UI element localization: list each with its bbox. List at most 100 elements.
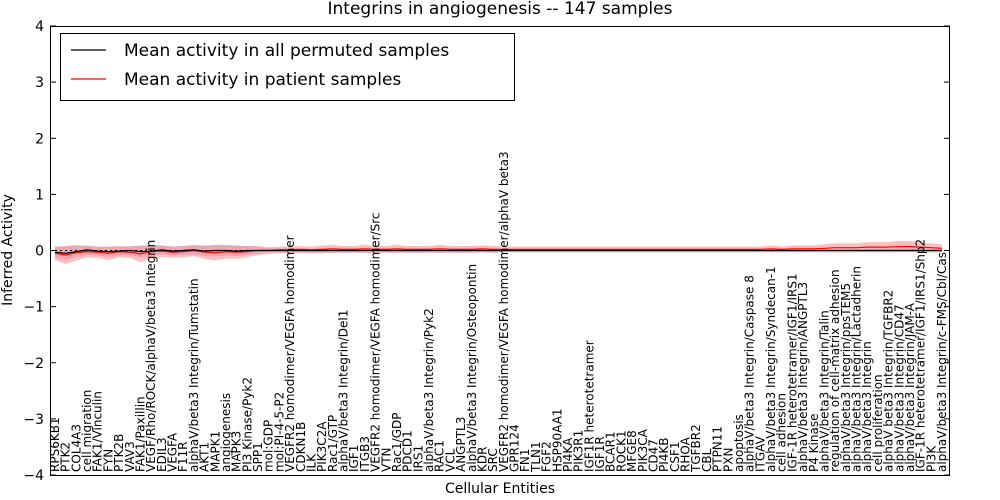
entity-label: alphaV/beta3 Integrin/Lactadherin (850, 266, 864, 472)
plot-area (50, 241, 950, 264)
y-tick-label: −2 (23, 356, 44, 372)
entity-label: IRS1 (411, 445, 425, 472)
patient-mean-line (54, 246, 943, 256)
entity-label: COL4A3 (69, 424, 83, 472)
entity-label: alphaV/beta3 Integrin/Tumstatin (187, 278, 201, 472)
entity-label: FGF2 (540, 441, 554, 472)
entity-label: SRC (486, 448, 500, 472)
legend-box (60, 33, 515, 101)
entity-label: FAK1/Vinculin (91, 391, 105, 472)
entity-label: RPS6KB1 (48, 417, 62, 472)
entity-label: alphaV/beta3 Integrin/ANGPTL3 (796, 282, 810, 472)
entity-label: PTK2B (112, 434, 126, 472)
entity-label: CSF1 (668, 441, 682, 472)
y-tick-label: 0 (35, 244, 44, 260)
chart-title: Integrins in angiogenesis -- 147 samples (328, 0, 673, 19)
entity-label: ITGAV (753, 435, 767, 472)
entity-label: FYN (101, 449, 115, 472)
entity-label: F11R (176, 441, 190, 472)
y-axis: 4 3 2 1 0 −1 −2 −3 −4 (23, 19, 950, 484)
entity-label: VEGFR2 homodimer/VEGFA homodimer/alphaV … (497, 151, 511, 472)
legend-label-patient: Mean activity in patient samples (124, 70, 401, 90)
entity-label: MFGE8 (625, 430, 639, 472)
entity-label: alphaV/beta3 Integrin/ppsTEM5 (839, 283, 853, 472)
entity-label: CDKN1B (294, 422, 308, 472)
entity-label: alphaV/beta3 Integrin/Del1 (337, 310, 351, 472)
entity-label: HSP90AA1 (550, 408, 564, 472)
entity-label: mol:PI-4-5-P2 (272, 392, 286, 472)
entity-label: PIK3R1 (572, 430, 586, 472)
entity-label: EDIL3 (155, 437, 169, 472)
entity-label: PI3 Kinase/Pyk2 (240, 377, 254, 472)
entity-label: SPP1 (251, 442, 265, 472)
entity-label: MAPK3 (230, 431, 244, 472)
entity-label: TLN1 (529, 441, 543, 473)
entity-label: KDR (476, 447, 490, 472)
entity-label: cell proliferation (871, 374, 885, 472)
entity-label: IGF1 (347, 445, 361, 472)
entity-label: IGF-1R heterotetramer/IGF1/IRS1/Shp2 (914, 239, 928, 472)
entity-label: MAPK1 (208, 431, 222, 472)
entity-label: CBL (700, 448, 714, 472)
entity-label: Rac1/GDP (390, 413, 404, 472)
y-tick-label: −3 (23, 412, 44, 428)
y-axis-label: Inferred Activity (0, 194, 16, 306)
entity-label: VAV3 (123, 441, 137, 472)
legend: Mean activity in all permuted samples Me… (60, 33, 515, 101)
entity-label: alphaV/beta3 Integrin/c-FMS/Cbl/Cas (935, 252, 949, 472)
entity-label: PI3K (924, 445, 938, 472)
entity-label: CD47 (647, 439, 661, 472)
entity-label: apoptosis (732, 414, 746, 472)
entity-label: BCAR1 (604, 431, 618, 472)
entity-label: IGF1R (593, 436, 607, 472)
entity-label: ANGPTL3 (454, 417, 468, 472)
entity-label: alphaV/beta3 Integrin/Talin (817, 310, 831, 472)
entity-label: FN1 (518, 448, 532, 472)
entity-label: alphaV/beta3 Integrin/Syndecan-1 (764, 266, 778, 472)
entity-label: ILK (305, 453, 319, 472)
y-tick-label: 4 (35, 19, 44, 35)
patient-spread-band (55, 241, 942, 264)
permuted-spread-band (55, 244, 942, 260)
entity-label: alphaV beta3 Integrin/TGFBR2 (882, 290, 896, 472)
entity-label: PTK2 (59, 442, 73, 472)
entity-label: FAK1/Paxillin (134, 396, 148, 472)
entity-label: alphaV/beta3 Integrin/JAM-A (903, 302, 917, 472)
entity-label: GPR124 (508, 424, 522, 472)
y-tick-label: 2 (35, 131, 44, 147)
entity-label: ROCK1 (614, 430, 628, 472)
y-tick-label: 1 (35, 187, 44, 203)
entity-label: PI4KA (561, 437, 575, 472)
entity-label: alphaV/beta3 Integrin (860, 341, 874, 472)
entity-label: AKT1 (198, 442, 212, 472)
entity-label: ITGB3 (358, 436, 372, 472)
entity-label: alphaV/beta3 Integrin/CD47 (892, 304, 906, 472)
entity-label: PDCD1 (401, 430, 415, 472)
entity-label: VTN (379, 447, 393, 472)
entity-label: TGFBR2 (689, 424, 703, 473)
entity-label: PIK3C2A (315, 421, 329, 472)
y-tick-label: 3 (35, 75, 44, 91)
entity-label: alphaV/beta3 Integrin/Pyk2 (422, 308, 436, 472)
entity-label: regulation of cell-matrix adhesion (828, 269, 842, 472)
entity-label: alphaV/beta3 Integrin/Caspase 8 (743, 275, 757, 472)
permuted-mean-line (54, 249, 942, 254)
entity-label: cell adhesion (775, 393, 789, 472)
entity-label: VCL (443, 448, 457, 472)
entity-label: Rac1/GTP (326, 415, 340, 472)
entity-label: alphaV/beta3 Integrin/Osteopontin (465, 264, 479, 472)
entity-label: angiogenesis (219, 393, 233, 472)
y-tick-label: −4 (23, 468, 44, 484)
entity-label: mol:GDP (262, 420, 276, 472)
entity-label: cell migration (80, 390, 94, 472)
entity-label: IGF-1R heterotetramer/IGF1/IRS1 (785, 273, 799, 472)
legend-label-permuted: Mean activity in all permuted samples (124, 41, 449, 61)
entity-label: VEGFR2 homodimer/VEGFA homodimer/Src (369, 212, 383, 472)
entity-label: P4 Kinase (807, 414, 821, 472)
entity-label: PXN (721, 448, 735, 472)
entity-label: VEGF/Rho/ROCK/alphaV/beta3 Integrin (144, 240, 158, 472)
entity-label: PI4KB (657, 437, 671, 472)
entity-label: RAC1 (433, 440, 447, 472)
